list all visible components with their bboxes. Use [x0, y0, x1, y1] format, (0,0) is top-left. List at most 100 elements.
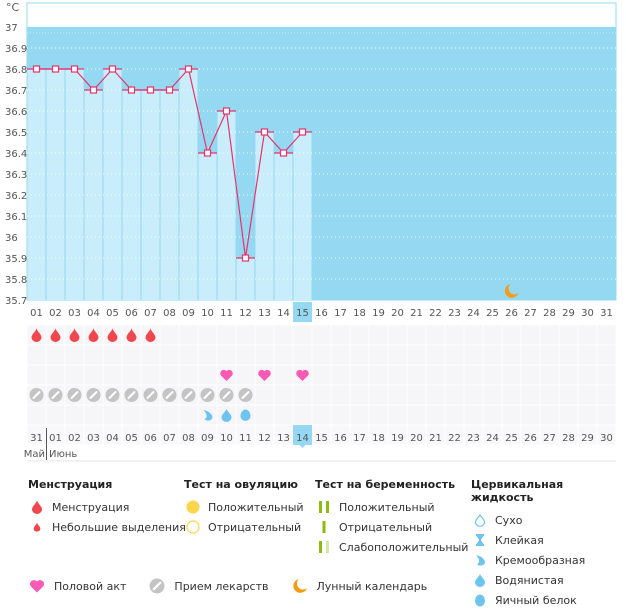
event-cell: [274, 385, 293, 405]
y-tick-label: 36.8: [5, 65, 27, 76]
event-cell: [426, 325, 445, 345]
date-cell: [179, 425, 198, 445]
event-cell: [65, 345, 84, 365]
legend-label: Отрицательный: [339, 520, 433, 534]
blood-drop-icon: [28, 499, 46, 515]
x-tick-label: 22: [429, 308, 442, 319]
event-cell: [255, 405, 274, 425]
blood-drop-icon: [31, 328, 42, 342]
cycle-date-label: 14: [296, 433, 309, 444]
legend-label: Небольшие выделения: [52, 520, 186, 534]
cycle-date-label: 24: [486, 433, 499, 444]
temperature-bar: [160, 90, 179, 300]
pill-icon: [148, 578, 166, 594]
legend-title: Тест на беременность: [315, 478, 456, 491]
legend-label: Менструация: [52, 500, 130, 514]
legend-title: Менструация: [28, 478, 113, 491]
event-cell: [27, 345, 46, 365]
event-cell: [445, 405, 464, 425]
x-tick-label: 11: [220, 308, 233, 319]
x-tick-label: 20: [391, 308, 404, 319]
date-cell: [559, 425, 578, 445]
event-cell: [388, 345, 407, 365]
cycle-date-label: 19: [391, 433, 404, 444]
y-axis: 37 36.9 36.8 36.7 36.6 36.5 36.4 36.3 36.2 36.1 36…: [5, 23, 27, 307]
cycle-date-label: 15: [315, 433, 328, 444]
date-cell: [27, 425, 46, 445]
event-cell: [521, 325, 540, 345]
date-cell: [46, 425, 65, 445]
event-cell: [198, 345, 217, 365]
date-cell: [597, 425, 616, 445]
event-cell: [141, 345, 160, 365]
legend-item-medication: Прием лекарств: [148, 578, 269, 594]
event-cell: [46, 365, 65, 385]
plot-area: [26, 2, 617, 301]
event-rows: [27, 325, 616, 425]
event-cell: [122, 365, 141, 385]
temperature-point: [241, 254, 250, 262]
cycle-date-label: 10: [220, 433, 233, 444]
event-cell: [407, 405, 426, 425]
event-cell: [293, 385, 312, 405]
pill-icon: [200, 388, 215, 402]
temperature-point: [279, 149, 288, 157]
event-cell: [578, 325, 597, 345]
event-cell: [578, 385, 597, 405]
event-cell: [426, 405, 445, 425]
event-cell: [464, 365, 483, 385]
event-cell: [464, 405, 483, 425]
x-tick-highlight: [293, 302, 312, 322]
event-cell: [312, 405, 331, 425]
legend-label: Яичный белок: [495, 593, 577, 607]
date-cell: [426, 425, 445, 445]
temperature-point: [222, 107, 231, 115]
moon-icon: [291, 578, 309, 594]
cycle-date-label: 02: [68, 433, 81, 444]
event-cell: [179, 365, 198, 385]
date-cell: [122, 425, 141, 445]
temperature-point: [108, 65, 117, 73]
event-cell: [559, 325, 578, 345]
date-cell: [407, 425, 426, 445]
legend-title: Тест на овуляцию: [184, 478, 298, 491]
event-cell: [464, 325, 483, 345]
cycle-date-label: 11: [239, 433, 252, 444]
cycle-date-label: 26: [524, 433, 537, 444]
event-cell: [293, 325, 312, 345]
event-cell: [84, 405, 103, 425]
event-cell: [312, 345, 331, 365]
x-tick-label: 26: [505, 308, 518, 319]
event-cell: [350, 405, 369, 425]
legend-other: Половой акт Прием лекарств Лунный календ…: [28, 578, 449, 594]
event-cell: [179, 405, 198, 425]
cycle-date-label: 31: [30, 433, 43, 444]
event-cell: [388, 385, 407, 405]
event-cell: [84, 365, 103, 385]
event-cell: [103, 345, 122, 365]
temperature-bar: [198, 153, 217, 300]
date-cell: [578, 425, 597, 445]
event-cell: [521, 385, 540, 405]
cycle-date-label: 16: [334, 433, 347, 444]
legend-item-watery: Водянистая: [471, 570, 626, 590]
event-cell: [274, 325, 293, 345]
x-tick-label: 13: [258, 308, 271, 319]
legend-label: Водянистая: [495, 573, 564, 587]
temperature-bar: [255, 132, 274, 300]
date-cell: [369, 425, 388, 445]
event-cell: [331, 345, 350, 365]
event-cell: [407, 385, 426, 405]
pill-icon: [48, 388, 63, 402]
x-tick-label: 21: [410, 308, 423, 319]
event-cell: [84, 345, 103, 365]
cycle-date-label: 30: [600, 433, 613, 444]
cycle-date-label: 18: [372, 433, 385, 444]
event-cell: [521, 405, 540, 425]
x-tick-label: 14: [277, 308, 290, 319]
date-cell: [445, 425, 464, 445]
event-cell: [312, 385, 331, 405]
event-cell: [160, 365, 179, 385]
temperature-bar: [141, 90, 160, 300]
cycle-date-row: 31 01 02 03 04 05 06 07 08 09 10 11 12 13 14 15 16 17 18 19…: [24, 425, 616, 462]
